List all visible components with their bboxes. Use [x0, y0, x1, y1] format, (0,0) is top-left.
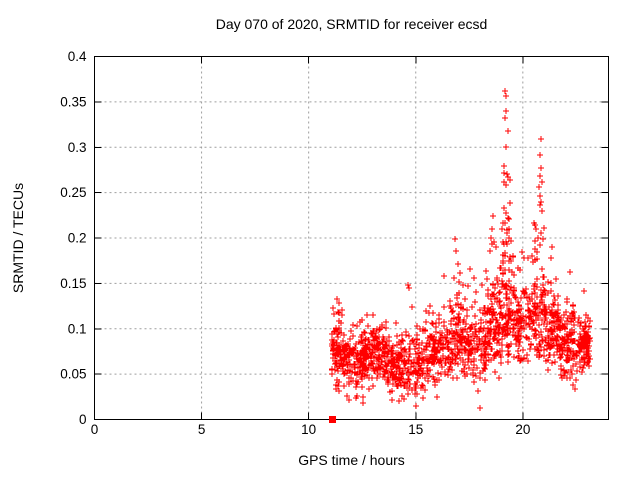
y-tick-label: 0.4 — [68, 49, 87, 64]
y-tick-label: 0.05 — [60, 367, 86, 382]
x-axis-label: GPS time / hours — [298, 452, 405, 468]
y-tick-label: 0.15 — [60, 276, 86, 291]
x-tick-label: 10 — [301, 422, 316, 437]
chart-title: Day 070 of 2020, SRMTID for receiver ecs… — [215, 16, 488, 32]
zero-square-marker — [329, 416, 336, 423]
x-tick-label: 15 — [408, 422, 423, 437]
y-tick-label: 0 — [79, 412, 87, 427]
y-tick-label: 0.25 — [60, 185, 86, 200]
x-tick-label: 20 — [515, 422, 530, 437]
scatter-points — [329, 88, 593, 411]
y-tick-label: 0.3 — [68, 140, 87, 155]
y-tick-label: 0.2 — [68, 231, 87, 246]
y-tick-label: 0.1 — [68, 321, 87, 336]
y-tick-label: 0.35 — [60, 94, 86, 109]
x-tick-label: 0 — [91, 422, 99, 437]
tick-marks — [94, 56, 609, 420]
x-tick-label: 5 — [198, 422, 206, 437]
